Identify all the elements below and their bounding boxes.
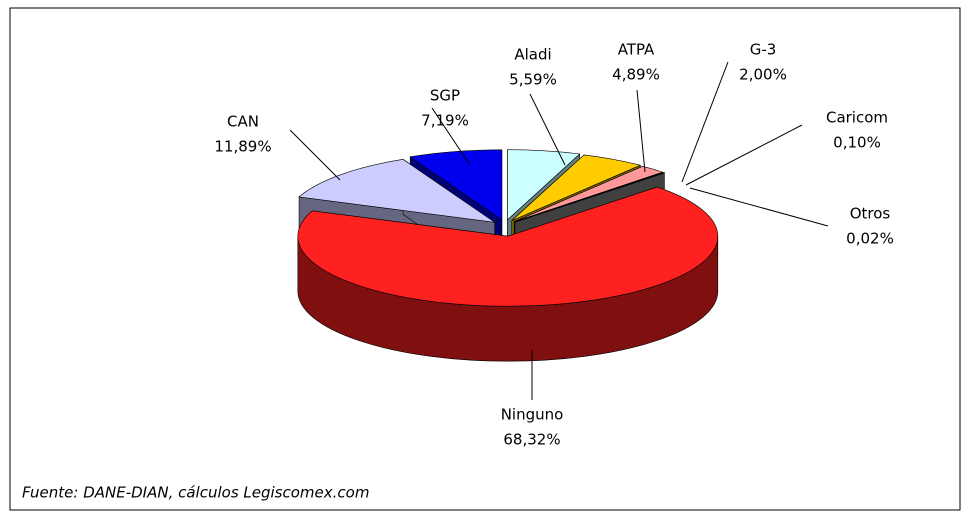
- value-label: 5,59%: [509, 71, 557, 89]
- leader-line: [289, 129, 341, 181]
- slice: [511, 154, 642, 221]
- value-label: 68,32%: [503, 431, 560, 449]
- leader-line: [685, 124, 803, 186]
- value-label: 0,02%: [846, 230, 894, 248]
- slice: [297, 186, 719, 307]
- slice-label: G-3: [750, 41, 777, 59]
- leader-line: [689, 187, 829, 227]
- slice: [514, 166, 664, 222]
- slice-label: Otros: [850, 205, 891, 223]
- slice-label: Ninguno: [501, 406, 564, 424]
- slice: [298, 159, 495, 223]
- slice: [514, 172, 666, 223]
- slice-label: SGP: [430, 87, 460, 105]
- source-note: Fuente: DANE-DIAN, cálculos Legiscomex.c…: [22, 484, 369, 502]
- slice: [409, 149, 503, 221]
- value-label: 2,00%: [739, 66, 787, 84]
- leader-line: [529, 93, 566, 166]
- leader-line: [431, 107, 471, 166]
- slice: [507, 149, 581, 221]
- slice-label: Caricom: [826, 109, 888, 127]
- leader-line: [636, 89, 646, 173]
- value-label: 0,10%: [833, 134, 881, 152]
- value-label: 7,19%: [421, 112, 469, 130]
- slice-label: Aladi: [514, 46, 551, 64]
- value-label: 4,89%: [612, 66, 660, 84]
- slice-label: ATPA: [618, 41, 655, 59]
- leader-line: [681, 61, 729, 183]
- slice-label: CAN: [227, 113, 259, 131]
- value-label: 11,89%: [214, 138, 271, 156]
